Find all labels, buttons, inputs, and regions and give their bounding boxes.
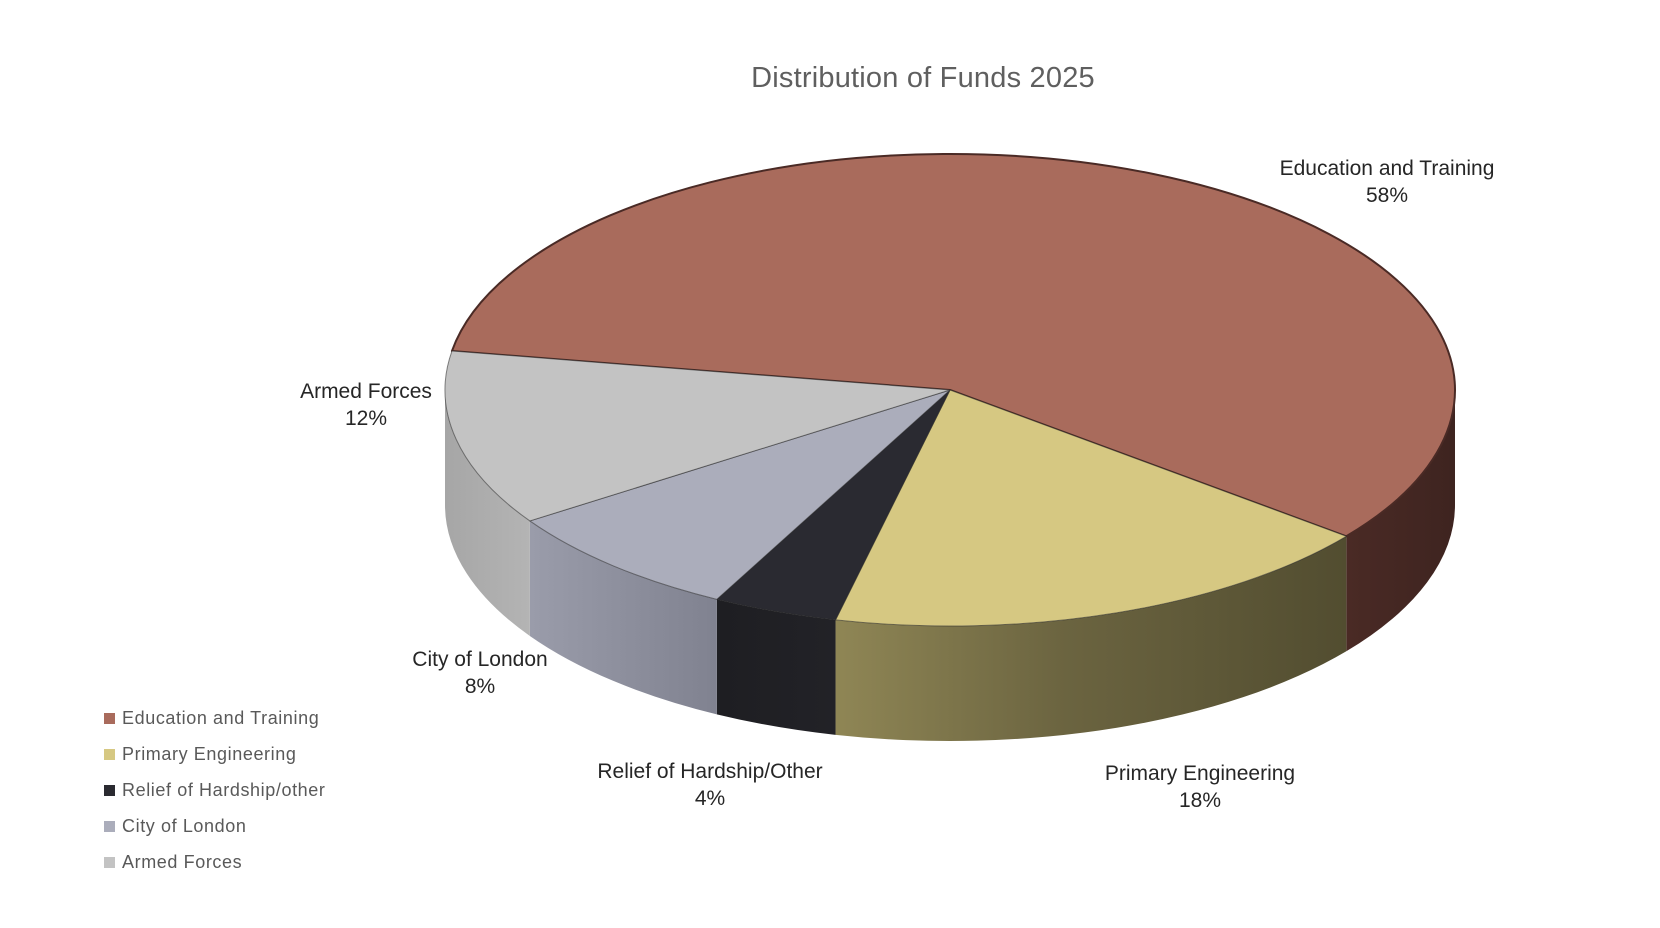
pie-side-primary-engineering (835, 536, 1347, 741)
data-label-relief-percent: 4% (694, 787, 726, 810)
data-label-armed-forces: Armed Forces 12% (276, 378, 456, 432)
legend-item-city: City of London (104, 808, 326, 844)
pie-side-education (1346, 390, 1455, 652)
legend-label-primary-engineering: Primary Engineering (122, 743, 297, 764)
data-label-city-percent: 8% (464, 675, 496, 698)
legend-item-relief: Relief of Hardship/other (104, 772, 326, 808)
data-label-relief-name: Relief of Hardship/Other (597, 760, 823, 783)
pie-side-city (529, 520, 717, 715)
data-label-primary-engineering: Primary Engineering 18% (1070, 760, 1330, 814)
data-label-education-percent: 58% (1365, 184, 1409, 207)
data-label-primary-percent: 18% (1178, 789, 1222, 812)
legend-item-education: Education and Training (104, 700, 326, 736)
legend-swatch-relief (104, 784, 115, 796)
pie-slice-city (529, 389, 951, 600)
data-label-city: City of London 8% (380, 646, 580, 700)
legend-label-armed-forces: Armed Forces (122, 851, 243, 872)
legend-item-primary-engineering: Primary Engineering (104, 736, 326, 772)
legend-item-armed-forces: Armed Forces (104, 844, 326, 880)
legend-swatch-armed-forces (104, 856, 115, 868)
data-label-education-name: Education and Training (1279, 157, 1495, 180)
data-label-city-name: City of London (412, 648, 548, 671)
pie-slice-education (450, 153, 1456, 538)
legend: Education and Training Primary Engineeri… (104, 700, 326, 880)
pie-side-relief (716, 599, 836, 735)
legend-swatch-education (104, 712, 115, 724)
pie-side-armed-forces (445, 390, 530, 636)
pie-slice-armed-forces (444, 350, 951, 522)
legend-swatch-city (104, 820, 115, 832)
data-label-relief: Relief of Hardship/Other 4% (570, 758, 850, 812)
pie-slice-primary-engineering (835, 389, 1347, 627)
data-label-armed-name: Armed Forces (300, 380, 432, 403)
legend-label-relief: Relief of Hardship/other (122, 779, 326, 800)
data-label-primary-name: Primary Engineering (1104, 762, 1296, 785)
legend-swatch-primary-engineering (104, 748, 115, 760)
legend-label-city: City of London (122, 815, 247, 836)
legend-label-education: Education and Training (122, 707, 320, 728)
chart-title: Distribution of Funds 2025 (751, 62, 1095, 94)
data-label-education: Education and Training 58% (1257, 155, 1517, 209)
data-label-armed-percent: 12% (344, 407, 388, 430)
